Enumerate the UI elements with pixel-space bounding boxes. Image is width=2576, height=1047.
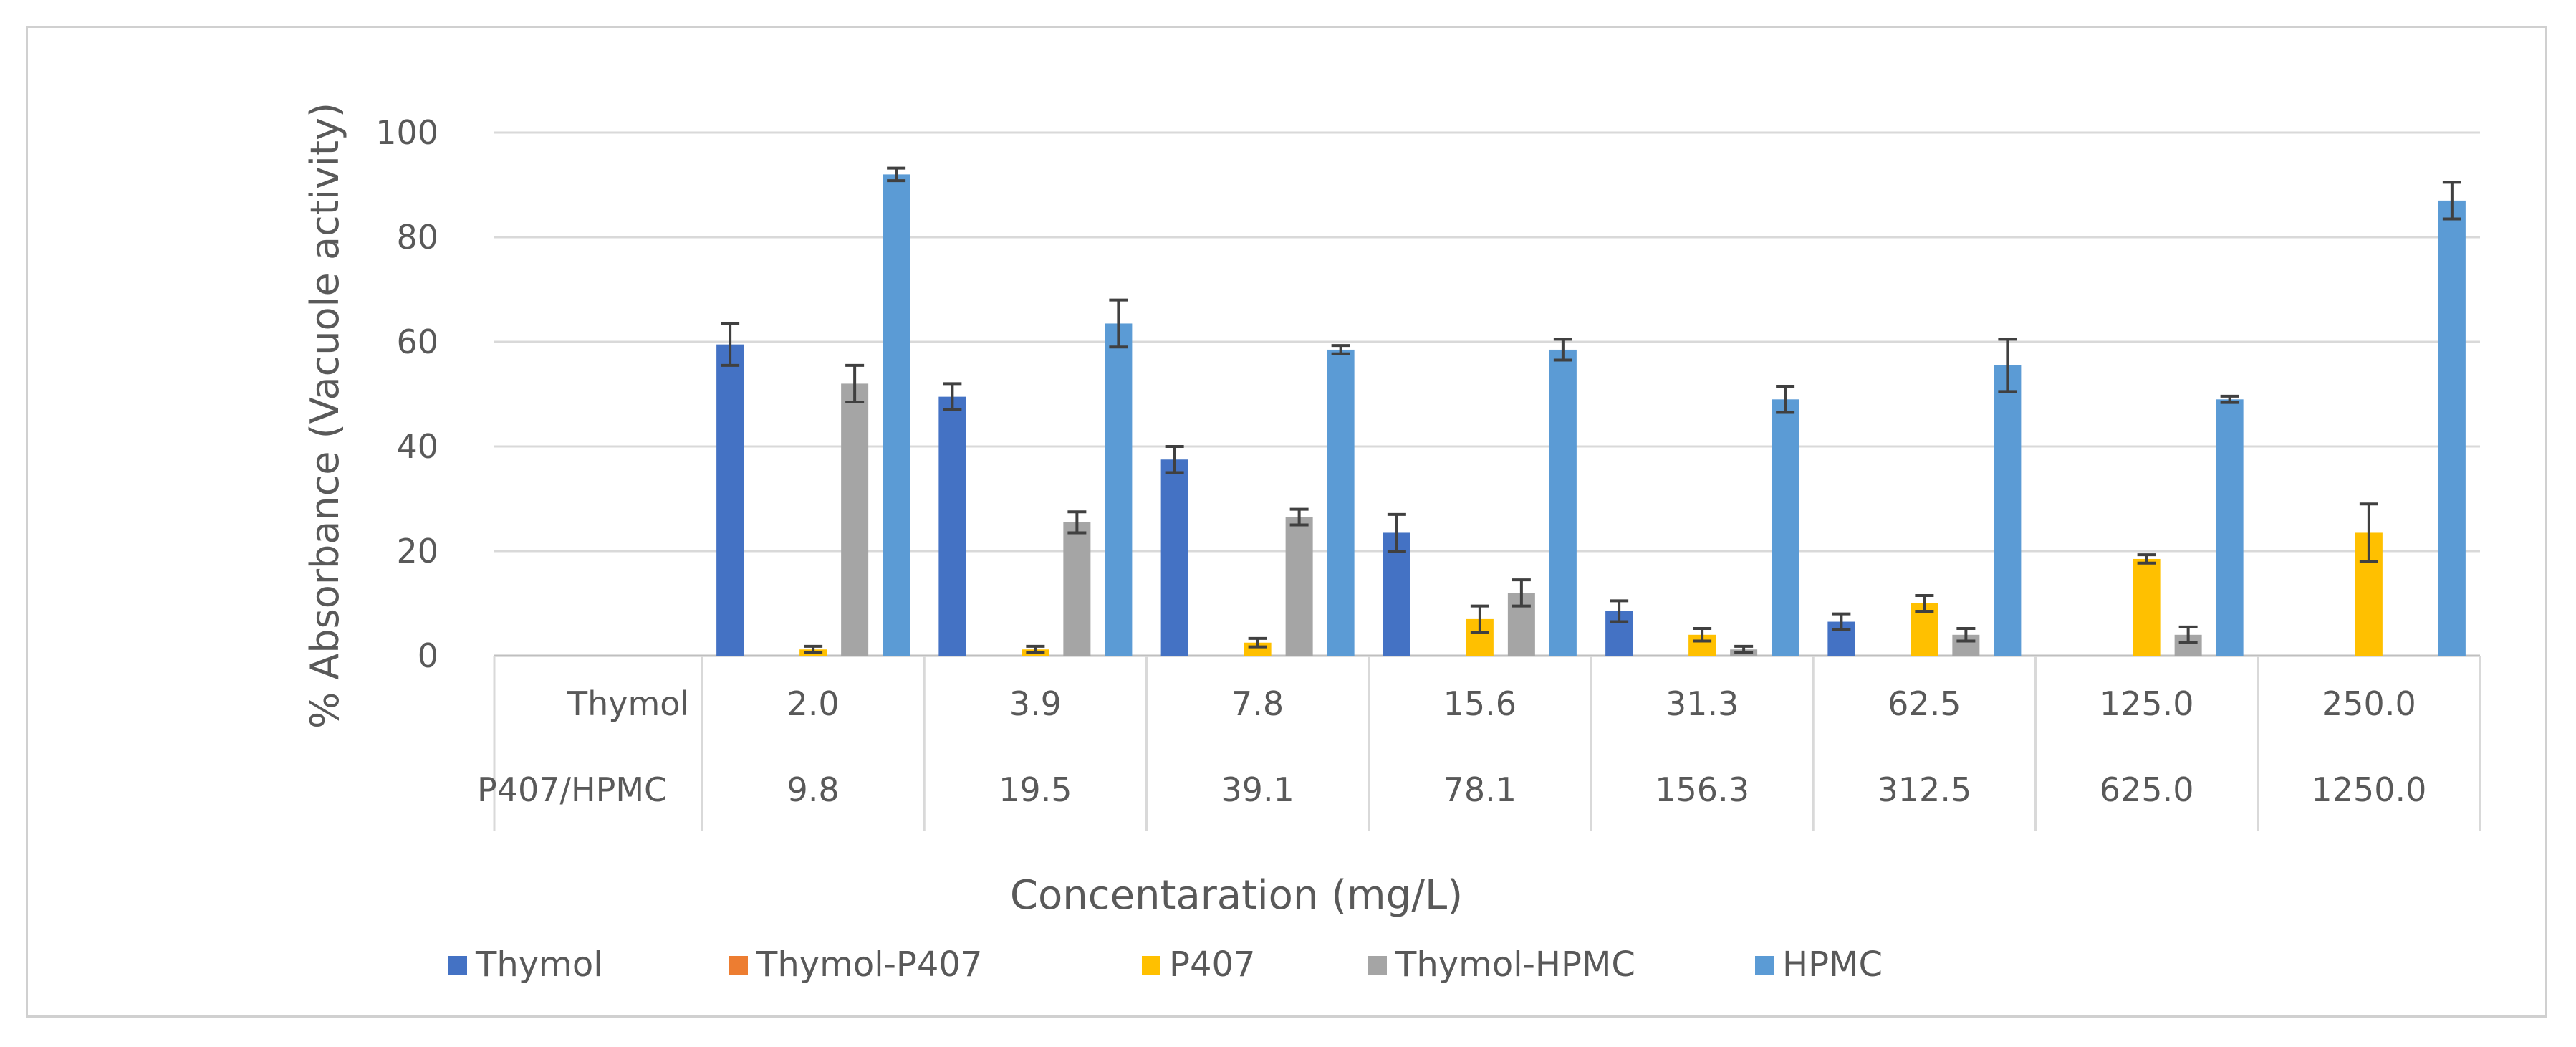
- table-cell: 39.1: [1221, 770, 1294, 809]
- bar-thymol-hpmc: [1063, 522, 1091, 656]
- table-cell: 78.1: [1443, 770, 1517, 809]
- table-cell: 62.5: [1888, 684, 1961, 723]
- legend-swatch: [448, 956, 467, 975]
- table-cell: 9.8: [787, 770, 840, 809]
- error-bar: [1610, 599, 1629, 623]
- table-cell: 156.3: [1655, 770, 1749, 809]
- bar-hpmc: [2438, 200, 2466, 656]
- bar-hpmc: [1105, 323, 1133, 656]
- error-bar: [2178, 625, 2198, 644]
- category-table: Thymol 2.0 3.9 7.8 15.6 31.3 62.5 125.0 250.0 P40…: [477, 656, 2481, 831]
- error-bar: [1248, 636, 1267, 649]
- table-cell: 31.3: [1666, 684, 1739, 723]
- y-axis-title: % Absorbance (Vacuole activity): [302, 102, 347, 729]
- table-cell: 625.0: [2100, 770, 2194, 809]
- error-bar: [1998, 338, 2017, 393]
- error-bar: [1915, 594, 1934, 613]
- error-bar: [1956, 627, 1976, 643]
- bar-thymol: [1160, 459, 1188, 656]
- error-bar: [1331, 344, 1350, 355]
- error-bar: [1289, 507, 1309, 527]
- error-bar: [845, 363, 865, 403]
- error-bar: [2442, 181, 2461, 221]
- table-cell: 312.5: [1878, 770, 1972, 809]
- error-bar: [943, 382, 962, 411]
- error-bar: [1776, 385, 1795, 414]
- y-tick-label: 60: [396, 322, 438, 361]
- bars: [716, 174, 2466, 656]
- x-axis-title: Concentaration (mg/L): [1010, 872, 1463, 919]
- table-row-label: Thymol: [567, 684, 689, 723]
- bar-hpmc: [1549, 349, 1577, 656]
- bar-thymol: [716, 344, 744, 656]
- y-axis-ticks: 0 20 40 60 80 100: [375, 113, 438, 675]
- table-cell: 19.5: [999, 770, 1072, 809]
- legend-swatch: [1142, 956, 1160, 975]
- error-bar: [1832, 612, 1851, 631]
- y-tick-label: 0: [418, 636, 438, 675]
- error-bar: [887, 166, 906, 183]
- legend-label: Thymol: [475, 945, 603, 985]
- error-bars: [721, 166, 2461, 654]
- table-cell: 1250.0: [2311, 770, 2426, 809]
- legend-label: P407: [1169, 945, 1256, 985]
- error-bar: [2359, 502, 2378, 563]
- error-bar: [2220, 394, 2239, 404]
- error-bar: [1387, 512, 1406, 553]
- error-bar: [1470, 604, 1489, 634]
- bar-p407: [2133, 558, 2161, 656]
- table-cell: 125.0: [2100, 684, 2194, 723]
- table-cell: 7.8: [1231, 684, 1284, 723]
- bar-thymol-hpmc: [841, 383, 869, 656]
- y-tick-label: 80: [396, 218, 438, 257]
- bar-hpmc: [1327, 349, 1355, 656]
- error-bar: [2137, 553, 2156, 565]
- error-bar: [1165, 445, 1184, 474]
- bar-thymol-hpmc: [1285, 517, 1313, 656]
- error-bar: [1734, 644, 1754, 654]
- bar-thymol: [1383, 532, 1410, 656]
- error-bar: [804, 644, 823, 654]
- legend-label: Thymol-HPMC: [1395, 945, 1635, 985]
- y-tick-label: 20: [396, 532, 438, 570]
- table-cell: 250.0: [2322, 684, 2416, 723]
- table-cell: 15.6: [1443, 684, 1517, 723]
- error-bar: [1693, 627, 1712, 643]
- error-bar: [1512, 578, 1531, 608]
- bar-hpmc: [1994, 365, 2022, 656]
- gridlines: [494, 131, 2480, 657]
- table-cell: 3.9: [1009, 684, 1062, 723]
- y-tick-label: 40: [396, 427, 438, 466]
- bar-hpmc: [2216, 399, 2244, 656]
- table-cell: 2.0: [787, 684, 840, 723]
- legend-swatch: [1368, 956, 1387, 975]
- legend-swatch: [1755, 956, 1774, 975]
- y-tick-label: 100: [375, 113, 438, 152]
- bar-thymol: [938, 396, 966, 656]
- bar-hpmc: [1772, 399, 1799, 656]
- legend-swatch: [729, 956, 748, 975]
- bar-hpmc: [883, 174, 910, 656]
- error-bar: [1109, 298, 1128, 349]
- error-bar: [721, 322, 740, 367]
- error-bar: [1026, 644, 1045, 654]
- table-row-label: P407/HPMC: [477, 770, 667, 809]
- legend-label: HPMC: [1782, 945, 1883, 985]
- legend: Thymol Thymol-P407 P407 Thymol-HPMC HPMC: [448, 945, 1883, 985]
- error-bar: [1553, 338, 1572, 362]
- error-bar: [1067, 510, 1087, 535]
- legend-label: Thymol-P407: [756, 945, 983, 985]
